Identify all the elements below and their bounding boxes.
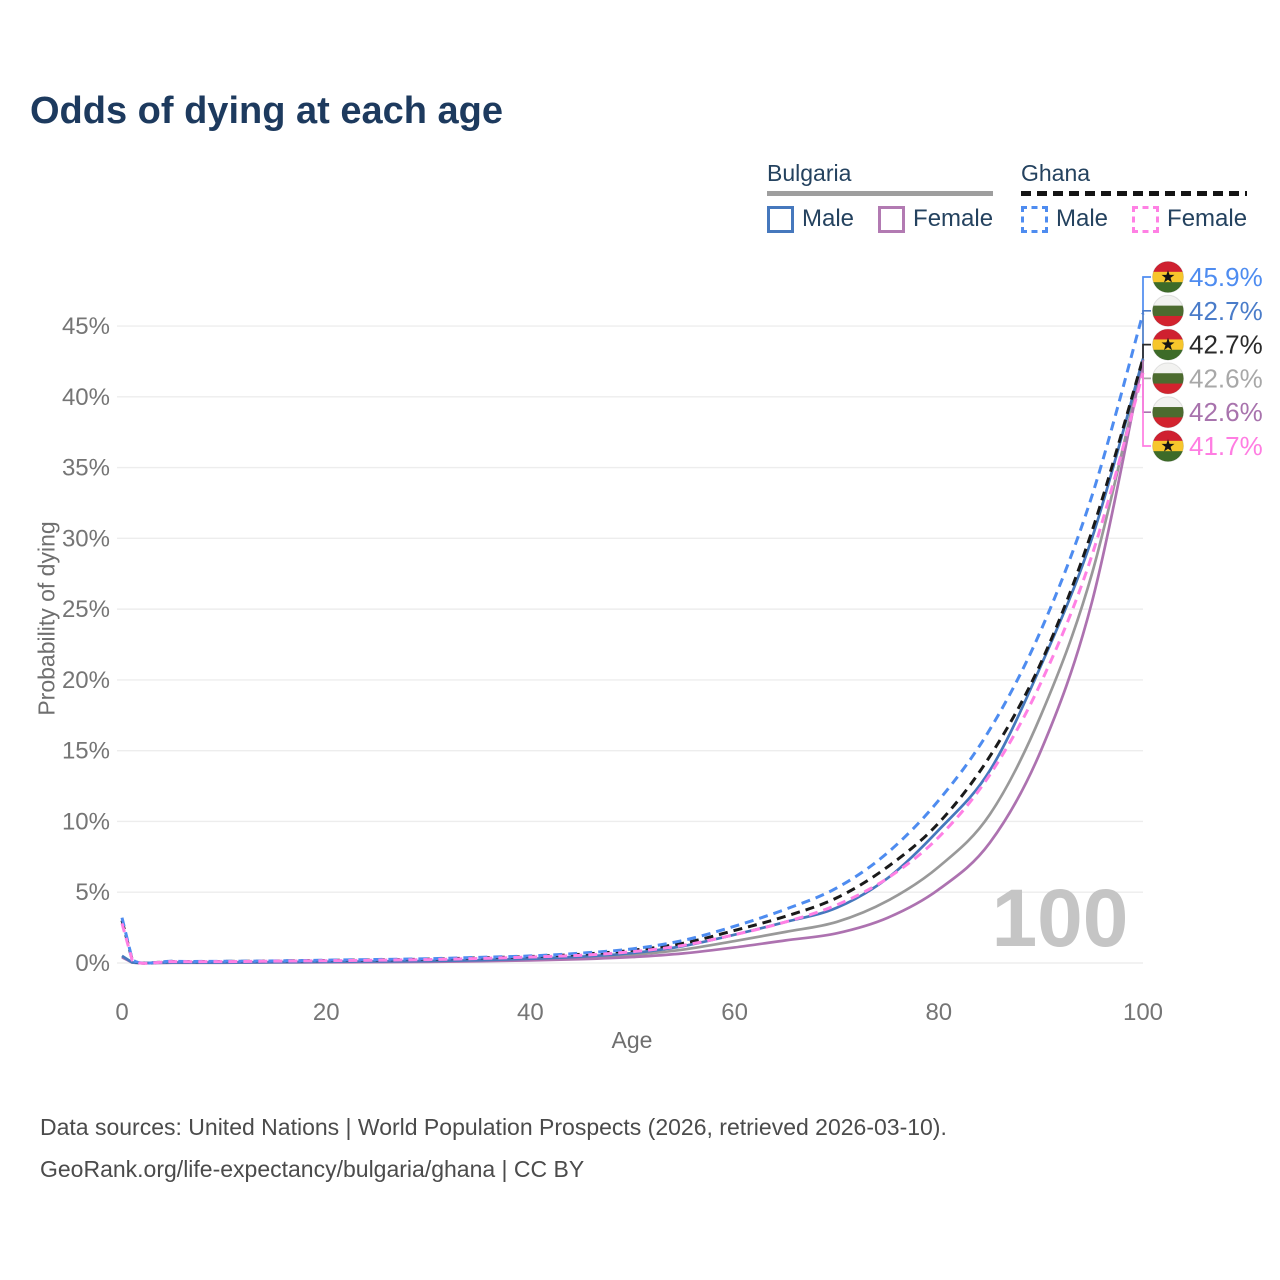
leader-line <box>1142 343 1151 359</box>
y-tick-label: 45% <box>62 313 110 340</box>
y-tick-label: 20% <box>62 667 110 694</box>
leader-line <box>1142 359 1151 414</box>
age-watermark: 100 <box>992 873 1129 964</box>
page-title: Odds of dying at each age <box>30 90 503 132</box>
x-tick-label: 80 <box>925 999 952 1026</box>
leader-line <box>1142 276 1151 314</box>
series-line-ghana <box>120 358 1145 965</box>
footer-data-sources: Data sources: United Nations | World Pop… <box>40 1114 947 1140</box>
ghana-flag-icon <box>1152 430 1184 462</box>
bulgaria-flag-icon <box>1152 362 1184 395</box>
y-tick-label: 15% <box>62 738 110 765</box>
x-tick-label: 40 <box>517 999 544 1026</box>
x-tick-label: 60 <box>721 999 748 1026</box>
leader-line <box>1142 309 1151 359</box>
ghana-flag-icon <box>1152 328 1184 361</box>
bulgaria-flag-icon <box>1152 396 1184 429</box>
x-tick-label: 100 <box>1123 999 1163 1026</box>
end-label-bulgaria: 42.6% <box>1189 363 1263 393</box>
legend-group-title: Bulgaria <box>767 160 852 186</box>
legend-swatch-ghana-male <box>1021 205 1048 233</box>
end-label-bulgaria-female: 42.6% <box>1189 397 1263 427</box>
y-tick-label: 25% <box>62 596 110 623</box>
legend-swatch-ghana-female <box>1132 205 1160 233</box>
end-label-bulgaria-male: 42.7% <box>1189 296 1263 326</box>
y-tick-label: 40% <box>62 384 110 411</box>
bulgaria-flag-icon <box>1152 294 1184 327</box>
legend-swatch-bulgaria-male <box>767 205 794 233</box>
footer: Data sources: United Nations | World Pop… <box>40 1106 947 1190</box>
footer-attribution: GeoRank.org/life-expectancy/bulgaria/gha… <box>40 1156 585 1182</box>
end-label-ghana-female: 41.7% <box>1189 431 1263 461</box>
legend-item-bulgaria-male[interactable]: Male <box>767 205 854 233</box>
end-label-ghana: 42.7% <box>1189 330 1263 360</box>
legend-solid-line-sample <box>767 191 994 196</box>
y-tick-label: 35% <box>62 455 110 482</box>
legend-swatch-bulgaria-female <box>878 205 906 233</box>
series-line-ghana-female <box>120 372 1145 965</box>
legend-label: Female <box>913 205 994 232</box>
series-line-bulgaria-male <box>121 358 1145 965</box>
leader-line <box>1142 372 1151 447</box>
legend-group-title: Ghana <box>1021 160 1091 186</box>
leader-line <box>1142 359 1151 380</box>
series-line-bulgaria-female <box>121 359 1145 965</box>
x-tick-label: 0 <box>115 999 128 1026</box>
legend-label: Male <box>802 205 855 232</box>
x-axis-title: Age <box>611 1027 653 1053</box>
legend-item-ghana-male[interactable]: Male <box>1021 205 1108 233</box>
ghana-flag-icon <box>1152 261 1184 293</box>
y-tick-label: 10% <box>62 808 110 835</box>
legend-group-bulgaria: Bulgaria Male Female <box>767 160 994 233</box>
gridlines: 0% 5% 10% 15% 20% 25% 30% 35% 40% 45% <box>62 313 1143 977</box>
y-tick-label: 0% <box>75 950 110 977</box>
y-axis-title: Probability of dying <box>33 521 60 716</box>
y-tick-label: 30% <box>62 525 110 552</box>
legend-item-bulgaria-female[interactable]: Female <box>878 205 993 233</box>
end-label-ghana-male: 45.9% <box>1189 262 1263 292</box>
legend-label: Female <box>1167 205 1248 232</box>
series-line-ghana-male <box>120 312 1145 965</box>
legend-group-ghana: Ghana Male Female <box>1021 160 1248 233</box>
y-tick-label: 5% <box>75 879 110 906</box>
legend-item-ghana-female[interactable]: Female <box>1132 205 1247 233</box>
x-tick-label: 20 <box>313 999 340 1026</box>
legend-label: Male <box>1056 205 1109 232</box>
series-line-bulgaria <box>121 359 1145 965</box>
legend-dashed-line-sample <box>1021 191 1248 196</box>
